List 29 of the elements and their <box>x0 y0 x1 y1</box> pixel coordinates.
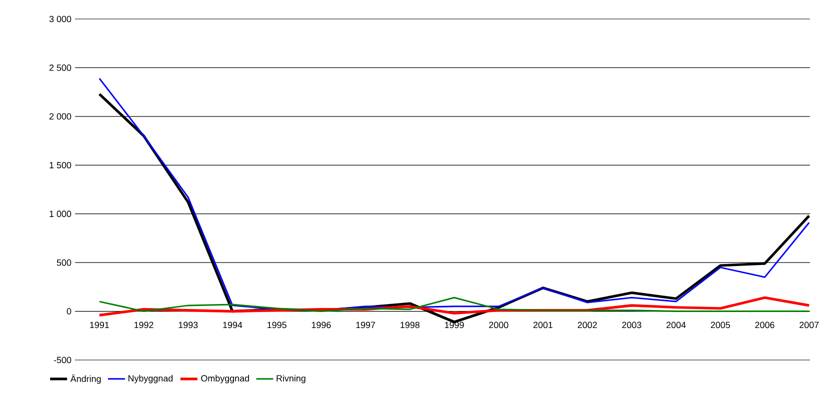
y-tick-label: 0 <box>66 308 72 314</box>
x-tick-label: 1992 <box>134 322 154 328</box>
x-tick-label: 1999 <box>444 322 464 328</box>
x-tick-label: 1991 <box>90 322 109 328</box>
x-tick-label: 2002 <box>578 322 597 328</box>
x-tick-label: 1998 <box>400 322 420 328</box>
x-tick-label: 1995 <box>268 322 286 328</box>
x-tick-label: 1994 <box>223 322 242 328</box>
x-tick-label: 1993 <box>178 322 198 328</box>
x-tick-label: 2005 <box>710 322 730 328</box>
x-tick-label: 2004 <box>666 322 686 328</box>
x-tick-label: 2007 <box>800 322 819 328</box>
x-tick-label: 2006 <box>755 322 774 328</box>
x-tick-label: 1997 <box>356 322 376 328</box>
x-tick-label: 2003 <box>622 322 642 328</box>
x-tick-label: 2000 <box>489 322 508 328</box>
y-tick-label: 2 500 <box>49 64 72 71</box>
y-tick-label: 500 <box>56 259 72 266</box>
legend-label: Ombyggnad <box>201 374 249 384</box>
legend-label: Ändring <box>70 374 101 384</box>
y-tick-label: 1 500 <box>50 162 72 168</box>
x-tick-label: 2001 <box>533 322 553 328</box>
x-tick-label: 1996 <box>312 322 331 328</box>
y-tick-label: 1 000 <box>50 210 72 218</box>
y-tick-label: -500 <box>54 356 72 364</box>
legend-label: Rivning <box>276 374 306 384</box>
y-tick-label: 3 000 <box>49 16 72 22</box>
y-tick-label: 2 000 <box>49 113 72 120</box>
legend-label: Nybyggnad <box>128 374 173 384</box>
